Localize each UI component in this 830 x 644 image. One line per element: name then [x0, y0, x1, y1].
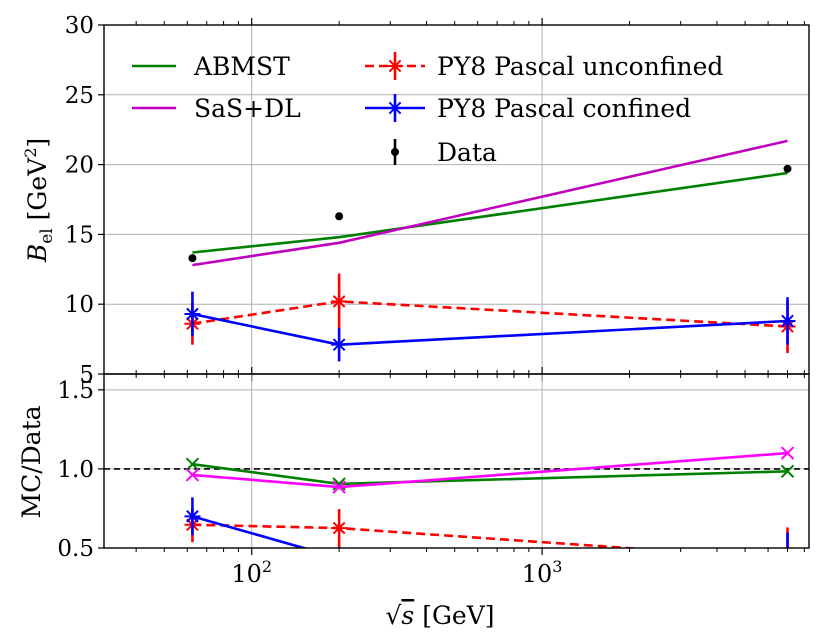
top-series-group: [184, 139, 796, 362]
top-ylabel-close: ]: [23, 138, 52, 148]
ratio-ytick-label: 0.5: [57, 536, 94, 562]
legend-label-data: Data: [437, 138, 497, 167]
xlabel-unit: [GeV]: [414, 601, 494, 630]
xlabel-var: s: [401, 601, 414, 630]
legend-point-data: [391, 148, 399, 156]
top-line-py8-pascal-confined: [192, 312, 788, 347]
ratio-marker-py8-pascal-unconfined: [331, 520, 348, 537]
xtick-label-exp: 2: [262, 557, 272, 576]
top-point-data: [783, 164, 792, 173]
xlabel: √s [GeV]: [385, 601, 494, 630]
top-marker-py8-pascal-confined: [184, 305, 201, 322]
ratio-marker-py8-pascal-confined: [184, 508, 201, 525]
top-point-data: [335, 212, 344, 221]
xtick-label-base: 10: [231, 560, 262, 588]
ratio-marker-sas-dl: [780, 446, 795, 460]
legend-label-py8-pascal-unconfined: PY8 Pascal unconfined: [437, 52, 723, 81]
top-ylabel-main: B: [23, 244, 52, 263]
top-ylabel: Bel [GeV2]: [21, 138, 57, 263]
legend-label-abmst: ABMST: [193, 52, 290, 81]
legend-label-sas-dl: SaS+DL: [194, 94, 301, 123]
ratio-marker-sas-dl: [185, 468, 200, 482]
legend-label-py8-pascal-confined: PY8 Pascal confined: [437, 94, 691, 123]
xtick-label-base: 10: [522, 560, 553, 588]
ratio-axes-frame: [103, 373, 810, 549]
legend-handle-py8-pascal-confined: [365, 94, 425, 122]
ratio-series-group: [184, 446, 796, 567]
ratio-marker-abmst: [780, 464, 795, 478]
top-ytick-label: 20: [65, 153, 94, 179]
top-line-abmst: [192, 171, 788, 254]
ratio-marker-py8-pascal-confined: [331, 550, 347, 566]
top-ytick-label: 25: [65, 83, 94, 109]
top-ytick-label: 5: [79, 362, 94, 388]
legend-marker-py8-pascal-unconfined: [387, 58, 403, 74]
ratio-line-sas-dl: [192, 451, 788, 489]
ratio-ytick-label: 1.5: [57, 378, 94, 404]
xtick-label-exp: 3: [552, 557, 562, 576]
ratio-marker-sas-dl: [332, 480, 346, 494]
top-point-data: [188, 254, 197, 263]
top-line-sas-dl: [192, 139, 788, 267]
ratio-ytick-label: 1.0: [57, 457, 94, 483]
legend-marker-py8-pascal-confined: [387, 100, 403, 116]
top-ytick-label: 10: [65, 292, 94, 318]
top-line-py8-pascal-unconfined: [192, 300, 788, 328]
top-ytick-label: 30: [65, 13, 94, 39]
ratio-line-py8-pascal-confined: [192, 515, 309, 548]
legend-handle-py8-pascal-unconfined: [365, 52, 425, 80]
top-marker-py8-pascal-confined: [331, 336, 348, 353]
ratio-marker-abmst: [185, 457, 200, 471]
top-marker-py8-pascal-unconfined: [331, 293, 348, 310]
top-marker-py8-pascal-confined: [779, 312, 796, 329]
top-ylabel-unit: [GeV: [23, 157, 52, 228]
ratio-line-abmst: [192, 462, 788, 486]
legend: ABMST SaS+DL PY8 Pascal unconfined PY8 Pasc…: [132, 52, 723, 167]
top-ylabel-sub: el: [37, 228, 57, 244]
ratio-ylabel: MC/Data: [17, 405, 46, 518]
ratio-marker-py8-pascal-unconfined: [780, 551, 796, 567]
xtick-label-3: 103: [522, 557, 563, 588]
top-ylabel-sup: 2: [21, 148, 40, 158]
xlabel-sqrt: √: [385, 601, 401, 630]
legend-handle-data: [391, 139, 399, 165]
xtick-label-2: 102: [231, 557, 272, 588]
top-ytick-label: 15: [65, 222, 94, 248]
